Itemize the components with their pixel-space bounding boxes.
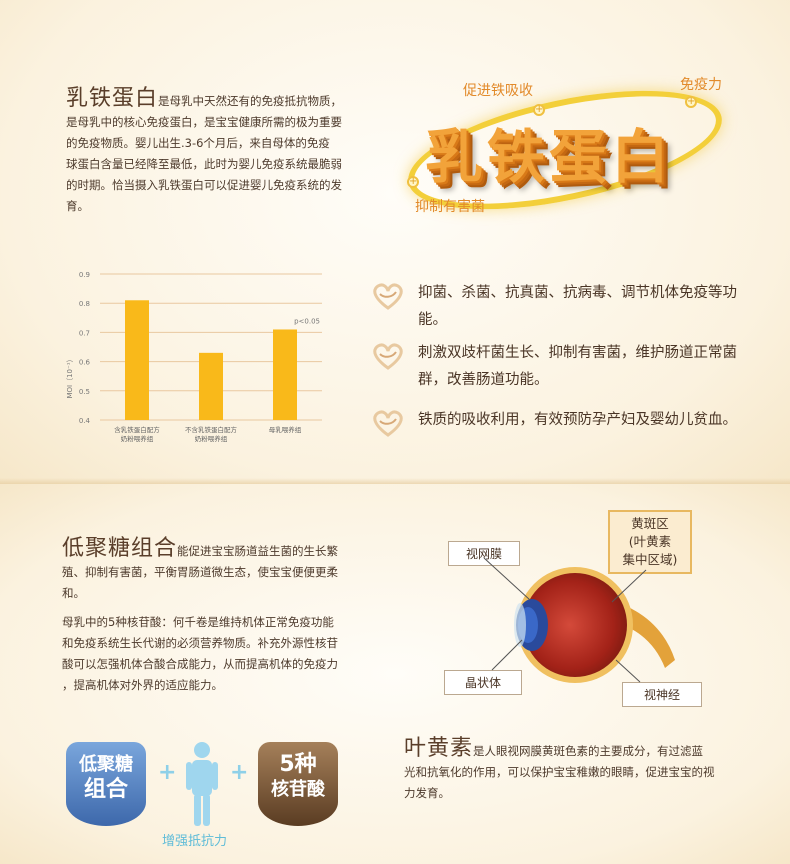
desc-line: ，提高机体对外界的适应能力。 (62, 678, 223, 692)
desc-line: 和。 (62, 586, 85, 600)
retina-label: 视网膜 (448, 541, 520, 566)
plus-sign: + (230, 760, 249, 785)
bar (125, 300, 149, 420)
desc-line: 母乳中的5种核苷酸：何千卷是维持机体正常免疫功能 (62, 615, 334, 629)
logo-label-iron-absorption: 促进铁吸收 (463, 83, 533, 99)
oligosaccharide-title: 低聚糖组合 (62, 536, 178, 561)
lutein-description: 叶黄素是人眼视网膜黄斑色素的主要成分，有过滤蓝 光和抗氧化的作用，可以保护宝宝稚… (404, 738, 784, 804)
eye-label-leader-lines (483, 557, 647, 683)
macula-line: 黄斑区 (631, 516, 669, 531)
desc-line: 是人眼视网膜黄斑色素的主要成分，有过滤蓝 (473, 744, 704, 758)
badge-line: 5种 (279, 752, 317, 777)
nucleotide-description: 母乳中的5种核苷酸：何千卷是维持机体正常免疫功能 和免疫系统生长代谢的必须营养物… (62, 612, 372, 696)
y-tick-label: 0.5 (79, 388, 90, 396)
feature-text: 刺激双歧杆菌生长、抑制有害菌，维护肠道正常菌群，改善肠道功能。 (418, 345, 737, 388)
eye-illustration (514, 567, 675, 683)
y-tick-label: 0.6 (79, 359, 91, 367)
desc-line: 的时期。恰当摄入乳铁蛋白可以促进婴儿免疫系统的发 (66, 178, 342, 192)
heart-ribbon-icon (373, 410, 403, 437)
y-tick-label: 0.7 (79, 329, 90, 337)
moi-bar-chart: 0.40.50.60.70.80.9含乳铁蛋白配方奶粉喂养组不含乳铁蛋白配方奶粉… (66, 271, 322, 443)
feature-item: 抑菌、杀菌、抗真菌、抗病毒、调节机体免疫等功能。 (370, 280, 760, 334)
bar (273, 329, 297, 420)
y-tick-label: 0.8 (79, 300, 90, 308)
plus-sign: + (158, 760, 177, 785)
x-tick-label: 不含乳铁蛋白配方 (185, 425, 238, 434)
macula-line: (叶黄素 (628, 534, 672, 549)
child-figure-icon (186, 742, 218, 826)
significance-annotation: p<0.05 (294, 318, 320, 326)
badge-line: 低聚糖 (79, 754, 133, 775)
x-tick-label: 奶粉喂养组 (121, 434, 154, 443)
y-tick-label: 0.9 (79, 271, 90, 279)
logo-plus-dot: + (407, 176, 419, 188)
feature-item: 刺激双歧杆菌生长、抑制有害菌，维护肠道正常菌群，改善肠道功能。 (370, 340, 760, 394)
heart-ribbon-icon (373, 283, 403, 310)
logo-plus-dot: + (533, 104, 545, 116)
desc-line: 酸可以怎强机体合酸合成能力，从而提高机体的免疫力 (62, 657, 338, 671)
lactoferrin-logo: 乳铁蛋白 促进铁吸收 免疫力 抑制有害菌 + + + (395, 67, 755, 233)
oligosaccharide-badge: 低聚糖 组合 (66, 742, 146, 826)
desc-line: 光和抗氧化的作用，可以保护宝宝稚嫩的眼睛，促进宝宝的视 (404, 765, 715, 779)
desc-line: 能促进宝宝肠道益生菌的生长繁 (177, 544, 339, 558)
optic-nerve-label: 视神经 (622, 682, 702, 707)
desc-line: 育。 (66, 199, 89, 213)
lactoferrin-title: 乳铁蛋白 (66, 86, 159, 111)
x-tick-label: 母乳喂养组 (269, 425, 302, 434)
y-axis-label: MOI（10⁻¹） (66, 355, 74, 398)
feature-text: 铁质的吸收利用，有效预防孕产妇及婴幼儿贫血。 (418, 412, 737, 428)
logo-text: 乳铁蛋白 (425, 123, 674, 191)
feature-item: 铁质的吸收利用，有效预防孕产妇及婴幼儿贫血。 (370, 407, 760, 437)
x-tick-label: 含乳铁蛋白配方 (114, 425, 160, 434)
logo-label-immunity: 免疫力 (680, 77, 722, 93)
desc-line: 和免疫系统生长代谢的必须营养物质。补充外源性核苷 (62, 636, 338, 650)
badge-line: 核苷酸 (271, 779, 325, 800)
macula-line: 集中区域) (622, 552, 678, 567)
logo-plus-dot: + (685, 96, 697, 108)
x-tick-label: 奶粉喂养组 (195, 434, 228, 443)
desc-line: 是母乳中天然还有的免疫抵抗物质， (158, 94, 343, 108)
badge-line: 组合 (83, 777, 128, 802)
desc-line: 力发育。 (404, 786, 450, 800)
y-tick-label: 0.4 (79, 417, 91, 425)
nucleotide-badge: 5种 核苷酸 (258, 742, 338, 826)
desc-line: 的免疫物质。婴儿出生.3-6个月后，来自母体的免疫 (66, 136, 330, 150)
lactoferrin-description: 乳铁蛋白是母乳中天然还有的免疫抵抗物质， 是母乳中的核心免疫蛋白，是宝宝健康所需… (66, 88, 366, 217)
desc-line: 殖、抑制有害菌，平衡胃肠道微生态，使宝宝便便更柔 (62, 565, 338, 579)
lutein-title: 叶黄素 (404, 736, 474, 761)
macula-label: 黄斑区 (叶黄素 集中区域) (608, 510, 692, 574)
boost-immunity-caption: 增强抵抗力 (162, 834, 228, 849)
desc-line: 是母乳中的核心免疫蛋白，是宝宝健康所需的极为重要 (66, 115, 342, 129)
bar (199, 352, 223, 420)
lens-label: 晶状体 (444, 670, 522, 695)
oligosaccharide-description: 低聚糖组合能促进宝宝肠道益生菌的生长繁 殖、抑制有害菌，平衡胃肠道微生态，使宝宝… (62, 538, 372, 604)
desc-line: 球蛋白含量已经降至最低，此时为婴儿免疫系统最脆弱 (66, 157, 342, 171)
heart-ribbon-icon (373, 343, 403, 370)
logo-label-inhibit-bacteria: 抑制有害菌 (415, 199, 485, 215)
feature-text: 抑菌、杀菌、抗真菌、抗病毒、调节机体免疫等功能。 (418, 285, 737, 328)
